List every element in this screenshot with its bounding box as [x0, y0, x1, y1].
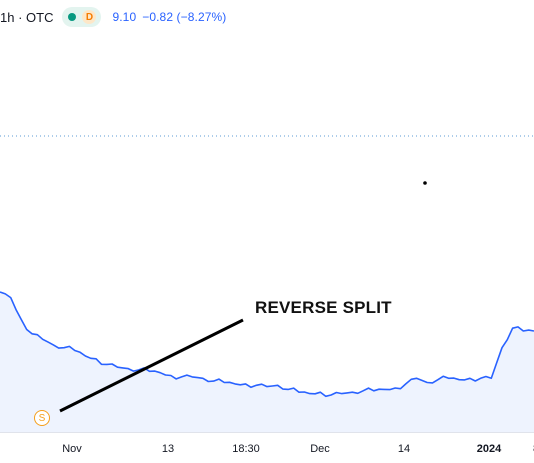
price-line [0, 291, 534, 398]
drawn-dot [423, 181, 427, 185]
last-price: 9.10 [112, 10, 137, 24]
chart-header: 1h · OTC D 9.10 −0.82 (−8.27%) [0, 6, 226, 28]
x-tick-label: 14 [397, 443, 411, 455]
split-event-marker[interactable]: S [34, 410, 50, 426]
x-tick-label: Dec [310, 443, 330, 455]
delay-badge: D [82, 10, 97, 24]
symbol-interval[interactable]: 1h · OTC [0, 9, 54, 25]
x-tick-label: 18:30 [232, 443, 260, 455]
price-chart[interactable] [0, 0, 534, 432]
status-badges[interactable]: D [62, 7, 102, 27]
x-tick-label: Nov [62, 443, 82, 455]
reverse-split-annotation: REVERSE SPLIT [255, 298, 392, 317]
x-axis: Nov 13 18:30 Dec 14 2024 8 [0, 432, 534, 463]
price-area-fill [0, 292, 534, 432]
x-tick-label: 2024 [476, 443, 502, 455]
x-tick-label: 8 [533, 443, 534, 455]
green-dot-icon [68, 13, 77, 21]
annotation-arrow-line [59, 318, 244, 413]
price-change: −0.82 (−8.27%) [142, 10, 227, 24]
x-tick-label: 13 [161, 443, 175, 455]
